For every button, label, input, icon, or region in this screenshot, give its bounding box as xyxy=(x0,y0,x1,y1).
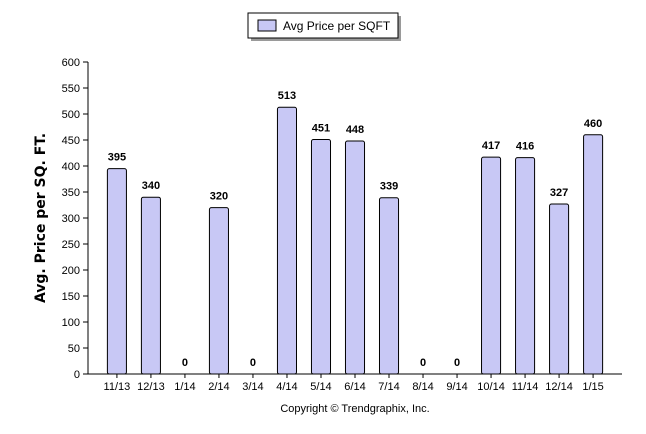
data-label: 460 xyxy=(584,118,602,130)
bar-2-14 xyxy=(208,207,229,375)
x-tick-label: 5/14 xyxy=(310,381,331,393)
legend-swatch xyxy=(257,19,277,32)
y-tick-label: 500 xyxy=(62,109,80,121)
y-tick-label: 100 xyxy=(62,317,80,329)
legend-entry: Avg Price per SQFT xyxy=(283,19,391,33)
x-tick-label: 3/14 xyxy=(242,381,263,393)
bar-7-14 xyxy=(378,197,400,375)
bar-12-13 xyxy=(140,196,161,375)
y-tick-label: 200 xyxy=(62,265,80,277)
y-tick-label: 550 xyxy=(62,83,80,95)
y-tick-label: 300 xyxy=(62,213,80,225)
x-ticks: 11/13 12/13 1/14 2/14 3/14 4/14 5/14 6/14 7/14 8/… xyxy=(104,374,604,393)
x-tick-label: 4/14 xyxy=(276,381,297,393)
y-tick-label: 0 xyxy=(74,369,80,381)
y-tick-label: 250 xyxy=(62,239,80,251)
data-label: 451 xyxy=(312,122,330,134)
bar-10-14 xyxy=(481,156,502,375)
x-tick-label: 6/14 xyxy=(344,381,365,393)
x-tick-label: 9/14 xyxy=(446,381,467,393)
data-label: 513 xyxy=(278,90,296,102)
y-tick-label: 350 xyxy=(62,187,80,199)
x-tick-label: 1/15 xyxy=(582,381,603,393)
data-label: 340 xyxy=(142,180,160,192)
data-label: 416 xyxy=(516,141,534,153)
x-tick-label: 8/14 xyxy=(412,381,433,393)
x-tick-label: 1/14 xyxy=(174,381,195,393)
bar-12-14 xyxy=(549,203,570,375)
x-tick-label: 11/14 xyxy=(512,381,539,393)
data-label: 417 xyxy=(482,140,500,152)
x-tick-label: 2/14 xyxy=(208,381,229,393)
data-label: 0 xyxy=(182,357,188,369)
data-label: 448 xyxy=(346,124,364,136)
bar-4-14 xyxy=(276,106,297,375)
bar-1-15 xyxy=(583,134,604,375)
bar-11-14 xyxy=(515,157,536,375)
bar-5-14 xyxy=(310,138,332,375)
x-tick-label: 7/14 xyxy=(378,381,399,393)
y-tick-label: 600 xyxy=(62,57,80,69)
x-tick-label: 12/13 xyxy=(137,381,165,393)
data-label: 320 xyxy=(210,191,228,203)
data-label: 0 xyxy=(250,357,256,369)
data-label: 327 xyxy=(550,187,568,199)
y-tick-label: 400 xyxy=(62,161,80,173)
bar-11-13 xyxy=(106,168,127,375)
y-tick-label: 50 xyxy=(68,343,80,355)
data-label: 339 xyxy=(380,181,398,193)
copyright-text: Copyright © Trendgraphix, Inc. xyxy=(280,403,429,415)
x-tick-label: 11/13 xyxy=(104,381,131,393)
bars: 395 340 0 320 0 513 451 448 339 0 0 417 416 327 460 xyxy=(106,90,604,375)
data-label: 0 xyxy=(420,357,426,369)
y-ticks: 0 50 100 150 200 250 300 350 400 450 500 550 600 xyxy=(62,57,88,381)
data-label: 0 xyxy=(454,357,460,369)
y-tick-label: 150 xyxy=(62,291,80,303)
bar-6-14 xyxy=(344,140,366,375)
data-label: 395 xyxy=(108,152,126,164)
x-tick-label: 12/14 xyxy=(545,381,573,393)
y-axis-label: Avg. Price per SQ. FT. xyxy=(33,133,49,303)
legend: Avg Price per SQFT xyxy=(247,12,401,41)
y-tick-label: 450 xyxy=(62,135,80,147)
x-tick-label: 10/14 xyxy=(477,381,505,393)
